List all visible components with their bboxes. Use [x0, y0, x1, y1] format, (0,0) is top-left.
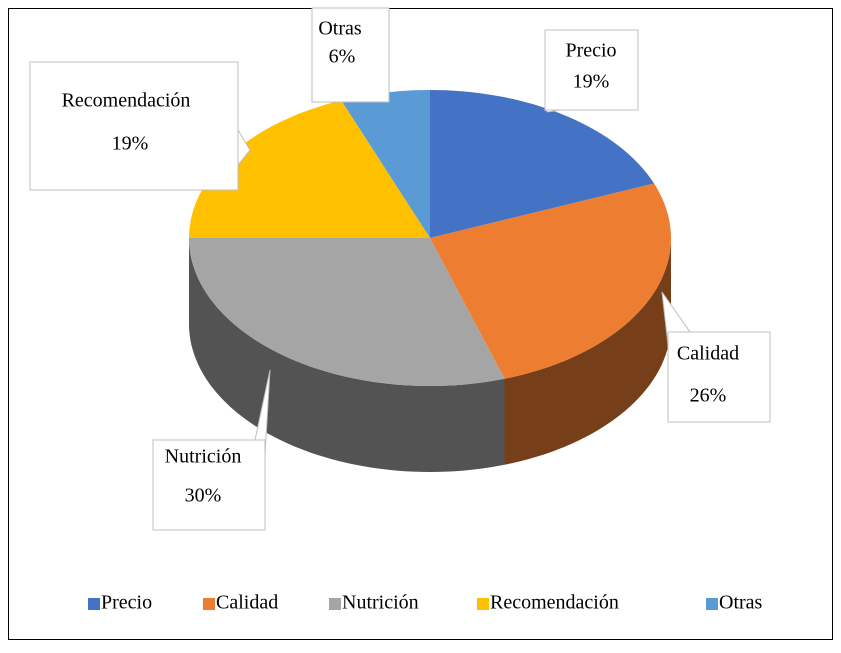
data-label: 26%	[690, 385, 727, 407]
callout-box	[152, 439, 266, 531]
data-label: 30%	[185, 485, 222, 507]
legend-swatch	[477, 598, 489, 610]
legend-label: Precio	[101, 592, 152, 614]
callout-box	[544, 29, 639, 111]
slice	[189, 238, 505, 386]
data-label-name: Calidad	[677, 343, 739, 365]
data-label-name: Otras	[318, 18, 362, 40]
data-label: 6%	[329, 46, 356, 68]
slice	[341, 90, 430, 238]
legend-label: Recomendación	[490, 592, 619, 614]
legend-swatch	[329, 598, 341, 610]
data-label-name: Nutrición	[165, 446, 242, 468]
slice	[189, 100, 430, 239]
legend-swatch	[203, 598, 215, 610]
slice-side	[504, 238, 671, 465]
legend-label: Calidad	[216, 592, 278, 614]
slice	[430, 90, 655, 238]
callout-box	[667, 331, 771, 423]
legend-swatch	[706, 598, 718, 610]
slice	[430, 183, 671, 379]
data-label-name: Precio	[565, 40, 616, 62]
callout-box	[311, 7, 390, 103]
legend-swatch	[88, 598, 100, 610]
data-label: 19%	[573, 71, 610, 93]
data-label: 19%	[112, 133, 149, 155]
data-label-name: Recomendación	[62, 90, 191, 112]
callout-box	[29, 61, 239, 191]
legend-label: Otras	[719, 592, 763, 614]
legend-label: Nutrición	[342, 592, 419, 614]
